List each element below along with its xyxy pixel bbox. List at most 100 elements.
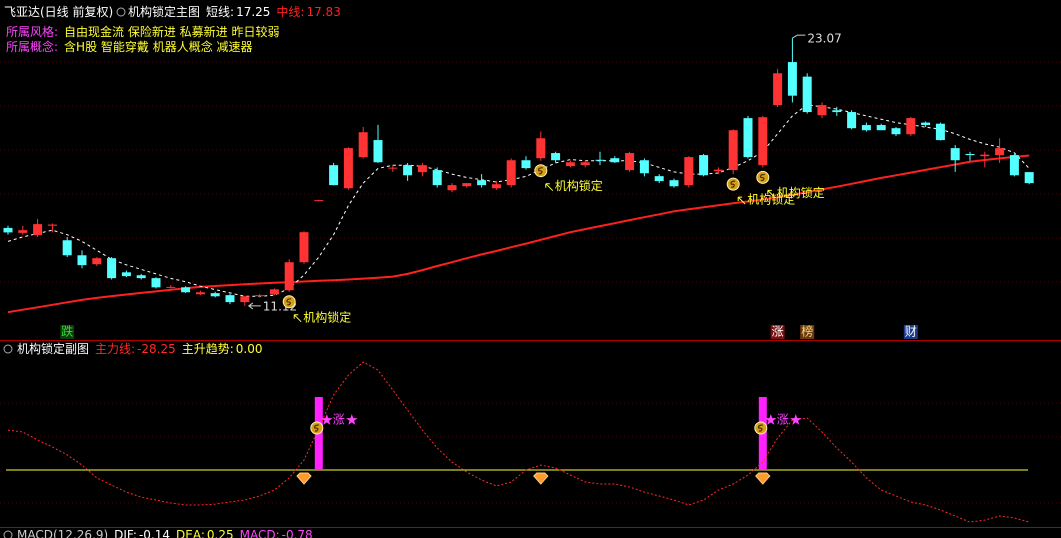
legend-value: 17.83 — [306, 5, 340, 19]
candle-body — [477, 180, 487, 186]
candle-body — [950, 148, 960, 161]
candle-body — [861, 125, 871, 131]
candle-body — [299, 232, 309, 263]
sub-legend: 机构锁定副图 主力线: -28.25 主升趋势: 0.00 — [17, 341, 263, 356]
info-label: 所属风格: — [6, 24, 58, 39]
money-bag-mark — [538, 167, 543, 175]
star-icon — [790, 414, 802, 425]
candle-body — [462, 183, 472, 187]
candle-body — [891, 128, 901, 135]
grid — [0, 61, 1061, 504]
candle-body — [980, 154, 990, 157]
candle-body — [255, 295, 265, 297]
candle-body — [506, 160, 516, 186]
candle-body — [269, 289, 279, 295]
money-bag-mark — [286, 298, 292, 306]
ma-line — [7, 154, 1030, 314]
candle-body — [210, 293, 220, 297]
candle-body — [329, 165, 339, 186]
candle-body — [965, 153, 975, 156]
high-pointer — [792, 34, 806, 39]
indicator-name: 机构锁定副图 — [17, 341, 89, 356]
event-marker-bg — [770, 325, 785, 339]
main-legend: 机构锁定主图 短线: 17.25 中线: 17.83 — [128, 4, 341, 19]
candle-body — [1009, 155, 1019, 176]
legend-label: DIF: — [114, 528, 137, 538]
legend-value: 0.00 — [236, 342, 263, 356]
candle-body — [92, 258, 102, 265]
info-row: 所属概念: 含H股 智能穿戴 机器人概念 减速器 — [6, 39, 253, 54]
macd-legend: MACD(12,26,9) DIF: -0.14 DEA: 0.25 MACD: -0.78 — [17, 528, 313, 538]
candle-body — [595, 159, 605, 161]
candle-body — [610, 158, 620, 163]
money-bag-mark — [314, 424, 319, 432]
legend-value: -0.14 — [139, 528, 170, 538]
annotation-arrow — [293, 314, 302, 323]
money-bag-mark — [760, 173, 765, 182]
candle-body — [240, 296, 250, 303]
legend-label: 中线: — [276, 4, 304, 19]
candle-body — [713, 169, 723, 172]
legend-label: 主力线: — [95, 342, 135, 356]
candle-body — [669, 180, 679, 187]
candle-body — [343, 148, 353, 189]
candle-body — [136, 275, 146, 279]
candle-body — [906, 118, 916, 135]
candle-body — [1024, 172, 1034, 184]
candle-body — [358, 132, 368, 158]
candle-body — [684, 157, 694, 186]
candle-body — [536, 138, 546, 159]
indicator-name: MACD(12,26,9) — [17, 528, 108, 538]
candle-body — [551, 153, 561, 161]
candle-body — [47, 224, 57, 226]
legend-label: 短线: — [206, 5, 234, 19]
money-bag-mark — [730, 180, 736, 188]
legend-label: MACD: — [240, 528, 280, 538]
candle-body — [62, 240, 72, 256]
indicator-name: 机构锁定主图 — [128, 4, 200, 19]
candle-body — [373, 140, 383, 163]
annotation: 机构锁定 — [777, 185, 825, 200]
candle-body — [33, 224, 43, 236]
signal-label: 涨 — [333, 412, 345, 427]
ma-line — [7, 104, 1030, 297]
candle-body — [758, 117, 768, 166]
candle-body — [580, 162, 590, 166]
annotation-arrow — [737, 196, 746, 205]
candle-body — [491, 184, 501, 189]
candle-body — [802, 76, 812, 113]
event-marker: 跌 — [61, 324, 73, 339]
signal-label: 涨 — [777, 412, 789, 427]
candle-body — [787, 62, 797, 96]
legend-value: 17.25 — [236, 5, 270, 19]
candle-body — [151, 278, 161, 288]
candle-body — [181, 287, 191, 293]
legend-label: 主升趋势: — [182, 342, 234, 356]
main-force-line — [7, 361, 1030, 523]
candle-body — [625, 153, 635, 171]
candle-body — [565, 162, 575, 167]
candle-body — [284, 262, 294, 291]
candle-body — [654, 176, 664, 182]
candle-body — [225, 295, 235, 303]
stock-name: 飞亚达(日线 前复权) — [4, 4, 113, 19]
annotation: 机构锁定 — [555, 178, 603, 193]
header-title: 飞亚达(日线 前复权) — [4, 4, 113, 19]
low-pointer — [247, 302, 261, 310]
legend-value: -0.78 — [282, 528, 313, 538]
candle-body — [876, 125, 886, 131]
event-marker: 榜 — [801, 324, 813, 339]
event-marker-bg — [800, 325, 815, 339]
info-label: 所属概念: — [6, 39, 58, 54]
candle-body — [773, 73, 783, 106]
diamond-icon — [296, 472, 312, 485]
high-label: 23.07 — [807, 32, 841, 46]
candle-body — [3, 227, 13, 233]
legend-value: -28.25 — [137, 342, 176, 356]
candle-body — [699, 155, 709, 176]
candle-body — [18, 230, 28, 233]
annotation: 机构锁定 — [747, 192, 795, 207]
candle-body — [166, 286, 176, 288]
event-marker: 涨 — [772, 324, 784, 339]
